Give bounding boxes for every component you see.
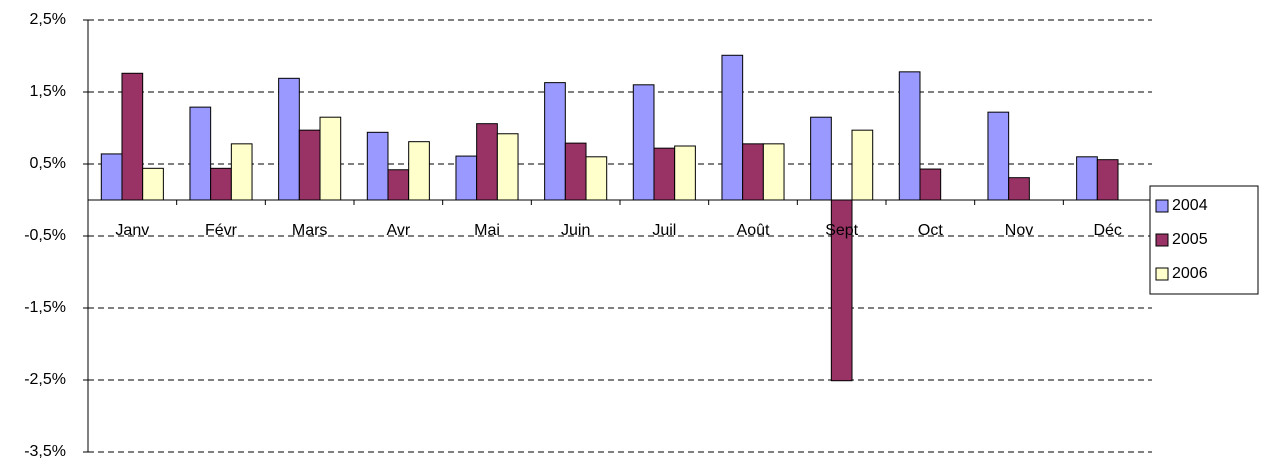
y-tick-label: 1,5%: [30, 83, 66, 100]
bar: [721, 54, 744, 201]
y-tick-label: -0,5%: [24, 227, 66, 244]
bar: [476, 123, 498, 201]
x-tick-label: Sept: [825, 222, 858, 239]
x-tick-label: Févr: [205, 222, 238, 239]
bar: [496, 133, 519, 201]
bar: [1008, 177, 1030, 201]
x-tick-label: Mars: [292, 222, 328, 239]
bar: [653, 147, 676, 201]
bar: [278, 77, 300, 201]
legend-swatch: [1155, 199, 1169, 213]
bar: [742, 143, 764, 201]
bar: [189, 106, 212, 201]
legend-label: 2004: [1172, 197, 1208, 214]
bar: [898, 71, 921, 201]
legend-label: 2005: [1172, 231, 1208, 248]
x-tick-label: Janv: [115, 222, 149, 239]
x-tick-label: Juil: [652, 222, 676, 239]
bar: [121, 72, 144, 201]
bar: [987, 111, 1010, 201]
y-tick-label: -1,5%: [24, 299, 66, 316]
bar: [142, 167, 164, 201]
bar: [387, 169, 410, 201]
x-tick-label: Déc: [1093, 222, 1121, 239]
bar: [319, 116, 342, 201]
x-tick-label: Août: [737, 222, 770, 239]
y-tick-label: -2,5%: [24, 371, 66, 388]
bar: [544, 82, 566, 201]
x-tick-label: Mai: [474, 222, 500, 239]
bar: [366, 131, 389, 201]
bar: [585, 156, 608, 201]
bar: [100, 153, 123, 201]
bar: [632, 84, 655, 201]
y-tick-label: 0,5%: [30, 155, 66, 172]
bar: [455, 155, 478, 201]
bar: [1076, 156, 1098, 201]
y-tick-label: 2,5%: [30, 11, 66, 28]
legend-label: 2006: [1172, 265, 1208, 282]
bar: [762, 143, 785, 201]
legend-swatch: [1155, 267, 1169, 281]
bar: [408, 141, 430, 201]
bar: [810, 116, 832, 201]
bar: [851, 129, 874, 201]
bar: [564, 142, 587, 201]
bar: [298, 129, 321, 201]
x-tick-label: Nov: [1005, 222, 1033, 239]
bar: [674, 145, 696, 201]
legend-swatch: [1155, 233, 1169, 247]
x-tick-label: Juin: [561, 222, 590, 239]
x-tick-label: Avr: [386, 222, 410, 239]
bar: [210, 167, 232, 201]
bar: [1096, 159, 1119, 201]
bar: [919, 168, 942, 201]
bar: [230, 143, 253, 201]
y-tick-label: -3,5%: [24, 443, 66, 460]
x-tick-label: Oct: [918, 222, 943, 239]
